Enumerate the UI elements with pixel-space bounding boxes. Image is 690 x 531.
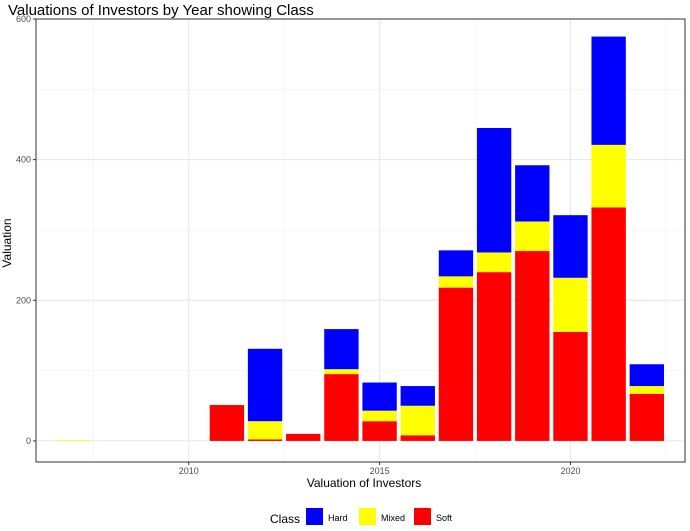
bar-soft-2019 xyxy=(515,251,550,441)
bar-mixed-2007 xyxy=(56,440,92,442)
bar-hard-2022 xyxy=(629,364,665,387)
bar-mixed-2015 xyxy=(362,410,397,422)
bar-soft-2013 xyxy=(286,433,321,441)
panel-border xyxy=(35,18,686,463)
x-axis-ticks: 2010 2015 2020 xyxy=(179,462,580,476)
bar-hard-2012 xyxy=(247,348,283,422)
bar-hard-2018 xyxy=(476,127,512,253)
x-axis-title: Valuation of Investors xyxy=(307,476,422,490)
legend-items: Hard Mixed Soft xyxy=(306,508,453,525)
x-tick-label: 2010 xyxy=(179,466,199,476)
y-tick-label: 600 xyxy=(16,14,31,24)
bar-hard-2019 xyxy=(515,165,550,222)
bar-mixed-2020 xyxy=(553,277,588,332)
bar-soft-2011 xyxy=(209,405,245,441)
bar-soft-2018 xyxy=(476,272,512,441)
y-tick-label: 400 xyxy=(16,155,31,165)
bar-hard-2017 xyxy=(438,250,474,277)
bar-mixed-2017 xyxy=(438,276,474,288)
chart-title: Valuations of Investors by Year showing … xyxy=(8,2,314,19)
bar-soft-2020 xyxy=(553,331,588,441)
bar-soft-2012 xyxy=(247,439,283,441)
bar-hard-2020 xyxy=(553,215,588,278)
bar-mixed-2018 xyxy=(476,252,512,273)
legend-label-mixed: Mixed xyxy=(381,513,405,523)
bar-soft-2014 xyxy=(324,374,359,441)
bar-mixed-2021 xyxy=(591,144,626,208)
y-axis-title: Valuation xyxy=(0,218,14,267)
legend-label-soft: Soft xyxy=(436,513,453,523)
bar-soft-2015 xyxy=(362,421,397,441)
bar-hard-2021 xyxy=(591,36,626,145)
bar-hard-2015 xyxy=(362,382,397,411)
legend-key-soft xyxy=(414,508,431,525)
y-tick-label: 200 xyxy=(16,295,31,305)
bar-soft-2017 xyxy=(438,287,474,441)
bar-mixed-2012 xyxy=(247,421,283,440)
bar-mixed-2019 xyxy=(515,221,550,252)
x-tick-label: 2020 xyxy=(560,466,580,476)
bar-soft-2022 xyxy=(629,393,665,441)
legend-label-hard: Hard xyxy=(328,513,348,523)
legend: Class Hard Mixed Soft xyxy=(270,508,453,526)
bar-hard-2016 xyxy=(400,386,435,406)
bar-hard-2014 xyxy=(324,329,359,370)
bar-soft-2021 xyxy=(591,207,626,441)
legend-key-hard xyxy=(306,508,323,525)
bar-mixed-2014 xyxy=(324,369,359,375)
bar-mixed-2016 xyxy=(400,405,435,436)
x-tick-label: 2015 xyxy=(370,466,390,476)
legend-title: Class xyxy=(270,512,300,526)
bar-mixed-2022 xyxy=(629,386,665,394)
legend-key-mixed xyxy=(359,508,376,525)
bar-soft-2016 xyxy=(400,435,435,441)
y-axis-ticks: 0 200 400 600 xyxy=(16,14,36,446)
bars xyxy=(56,36,665,442)
y-tick-label: 0 xyxy=(26,436,31,446)
